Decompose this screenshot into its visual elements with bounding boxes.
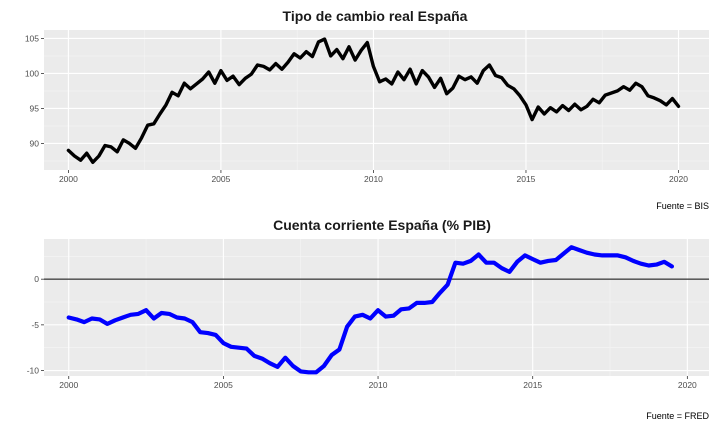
minor-gridlines <box>44 30 709 170</box>
y-tick-label: 100 <box>25 68 39 78</box>
x-axis: 2000 2005 2010 2015 2020 <box>59 376 697 390</box>
x-tick-label: 2010 <box>369 380 388 390</box>
y-axis: -10 -5 0 <box>27 274 44 376</box>
source-caption: Fuente = FRED <box>646 411 709 421</box>
x-tick-label: 2000 <box>59 174 78 184</box>
x-tick-label: 2015 <box>517 174 536 184</box>
x-tick-label: 2015 <box>523 380 542 390</box>
data-series <box>66 245 674 375</box>
x-tick-label: 2020 <box>669 174 688 184</box>
series-line <box>66 37 681 164</box>
exchange-rate-chart: Tipo de cambio real España 2000 2005 2010 2… <box>25 8 709 211</box>
y-tick-label: 0 <box>34 274 39 284</box>
plot-background <box>44 239 709 376</box>
x-tick-label: 2010 <box>364 174 383 184</box>
x-tick-label: 2005 <box>211 174 230 184</box>
series-line <box>66 245 674 375</box>
chart-title: Cuenta corriente España (% PIB) <box>273 217 491 233</box>
y-tick-label: 95 <box>30 103 40 113</box>
y-tick-label: 90 <box>30 138 40 148</box>
chart-title: Tipo de cambio real España <box>283 8 468 24</box>
major-gridlines <box>44 30 709 170</box>
current-account-chart: Cuenta corriente España (% PIB) 2000 2005… <box>27 217 710 421</box>
x-tick-label: 2005 <box>214 380 233 390</box>
y-tick-label: -10 <box>27 366 40 376</box>
x-axis: 2000 2005 2010 2015 2020 <box>59 170 688 184</box>
y-axis: 90 95 100 105 <box>25 33 44 148</box>
y-tick-label: -5 <box>31 320 39 330</box>
y-tick-label: 105 <box>25 33 39 43</box>
x-tick-label: 2020 <box>678 380 697 390</box>
minor-gridlines <box>44 239 709 376</box>
plot-background <box>44 30 709 170</box>
x-tick-label: 2000 <box>59 380 78 390</box>
source-caption: Fuente = BIS <box>656 201 709 211</box>
data-series <box>66 37 681 164</box>
